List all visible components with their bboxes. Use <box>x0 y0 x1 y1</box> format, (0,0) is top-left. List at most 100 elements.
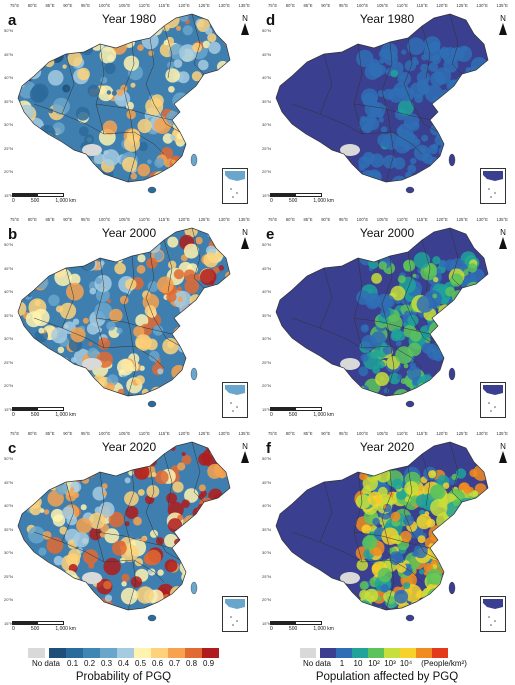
latitude-tick: 20°N <box>4 383 13 389</box>
longitude-tick: 125°E <box>198 3 210 8</box>
longitude-tick: 85°E <box>303 431 313 436</box>
south-china-sea-inset <box>222 382 248 418</box>
legend-swatch <box>151 648 168 658</box>
longitude-tick: 95°E <box>338 3 349 8</box>
latitude-tick: 50°N <box>4 28 13 33</box>
north-label: N <box>242 14 248 23</box>
latitude-tick: 25°N <box>262 359 271 365</box>
latitude-tick: 20°N <box>262 169 271 175</box>
scale-label: 1,000 km <box>55 198 76 204</box>
latitude-tick: 35°N <box>262 98 271 104</box>
legend-swatch <box>168 648 185 658</box>
scale-bar: 0 500 1,000 km <box>12 621 76 632</box>
scale-label: 0 <box>12 412 15 418</box>
latitude-tick: 20°N <box>262 597 271 603</box>
longitude-tick: 90°E <box>63 217 73 222</box>
legend-swatch <box>352 648 368 658</box>
longitude-tick: 130°E <box>476 3 488 8</box>
longitude-tick: 95°E <box>338 431 349 436</box>
latitude-tick: 30°N <box>262 122 271 128</box>
population-legend-labels: No data 1 10 10² 10³ 10⁴ (People/km²) <box>300 659 474 668</box>
south-china-sea-inset <box>480 596 506 632</box>
latitude-tick: 30°N <box>4 122 13 128</box>
legend-label: (People/km²) <box>421 659 467 668</box>
probability-legend-swatches <box>28 648 219 658</box>
panel-title: Year 1980 <box>101 12 157 26</box>
longitude-tick: 125°E <box>456 3 468 8</box>
latitude-ticks: 50°N 45°N 40°N 35°N 30°N 25°N 20°N 15°N <box>262 28 271 198</box>
latitude-tick: 25°N <box>4 573 13 579</box>
latitude-tick: 20°N <box>4 597 13 603</box>
legend-label: 0.6 <box>151 659 164 668</box>
latitude-tick: 15°N <box>262 192 271 198</box>
legend-label: 0.2 <box>83 659 96 668</box>
longitude-tick: 85°E <box>303 217 313 222</box>
map-panel-e: 75°E 80°E 85°E 90°E 95°E 100°E 105°E 110°E 115°E… <box>262 217 512 430</box>
latitude-tick: 45°N <box>4 265 13 271</box>
longitude-tick: 130°E <box>476 217 488 222</box>
legend-label: 0.7 <box>168 659 181 668</box>
panel-title: Year 2020 <box>359 440 415 454</box>
latitude-tick: 50°N <box>4 456 13 461</box>
population-legend-swatches <box>300 648 474 658</box>
longitude-tick: 100°E <box>356 217 369 222</box>
latitude-tick: 15°N <box>4 192 13 198</box>
latitude-tick: 15°N <box>262 620 271 626</box>
china-map-e <box>275 227 489 408</box>
longitude-tick: 95°E <box>80 431 91 436</box>
longitude-tick: 115°E <box>416 3 428 8</box>
longitude-tick: 90°E <box>321 3 331 8</box>
panel-label: e <box>266 226 275 243</box>
scale-label: 0 <box>270 412 273 418</box>
probability-legend: No data 0.1 0.2 0.3 0.4 0.5 0.6 0.7 0.8 0.9 Proba… <box>28 648 219 683</box>
longitude-ticks: 75°E 80°E 85°E 90°E 95°E 100°E 105°E 110°E 115°E… <box>268 431 508 436</box>
north-label: N <box>242 228 248 237</box>
legend-swatch <box>134 648 151 658</box>
scale-label: 500 <box>30 412 40 418</box>
longitude-tick: 105°E <box>376 3 389 8</box>
longitude-tick: 90°E <box>321 431 331 436</box>
longitude-tick: 100°E <box>356 431 369 436</box>
legend-swatch <box>202 648 219 658</box>
south-china-sea-inset <box>222 168 248 204</box>
latitude-tick: 15°N <box>262 406 271 412</box>
latitude-ticks: 50°N 45°N 40°N 35°N 30°N 25°N 20°N 15°N <box>4 242 13 412</box>
latitude-tick: 25°N <box>4 359 13 365</box>
north-arrow-icon: N <box>240 14 250 35</box>
longitude-tick: 115°E <box>416 217 428 222</box>
longitude-ticks: 75°E 80°E 85°E 90°E 95°E 100°E 105°E 110°E 115°E… <box>10 217 250 222</box>
longitude-tick: 135°E <box>496 431 508 436</box>
longitude-tick: 125°E <box>198 431 210 436</box>
legend-label: 0.9 <box>202 659 215 668</box>
longitude-tick: 100°E <box>98 217 111 222</box>
panel-label: c <box>8 440 17 457</box>
legend-swatch <box>320 648 336 658</box>
scale-label: 1,000 km <box>313 626 334 632</box>
panel-title: Year 2000 <box>359 226 415 240</box>
legend-swatch <box>66 648 83 658</box>
south-china-sea-inset <box>480 168 506 204</box>
longitude-tick: 90°E <box>63 3 73 8</box>
legend-swatch <box>300 648 316 658</box>
scale-bar: 0 500 1,000 km <box>270 407 334 418</box>
longitude-tick: 130°E <box>476 431 488 436</box>
latitude-tick: 25°N <box>262 573 271 579</box>
longitude-tick: 100°E <box>356 3 369 8</box>
legend-swatch <box>49 648 66 658</box>
panel-title: Year 2000 <box>101 226 157 240</box>
probability-legend-labels: No data 0.1 0.2 0.3 0.4 0.5 0.6 0.7 0.8 0.9 <box>28 659 219 668</box>
longitude-tick: 105°E <box>118 431 131 436</box>
legend-swatch <box>117 648 134 658</box>
legend-label: 0.5 <box>134 659 147 668</box>
legend-swatch <box>185 648 202 658</box>
latitude-tick: 40°N <box>262 289 271 295</box>
legend-label: 0.3 <box>100 659 113 668</box>
longitude-tick: 80°E <box>27 217 37 222</box>
panel-title: Year 2020 <box>101 440 157 454</box>
china-map-c <box>17 441 231 622</box>
latitude-tick: 40°N <box>4 75 13 81</box>
panel-label: b <box>8 226 18 243</box>
longitude-tick: 135°E <box>238 3 250 8</box>
longitude-tick: 110°E <box>396 217 408 222</box>
north-arrow-icon: N <box>498 14 508 35</box>
